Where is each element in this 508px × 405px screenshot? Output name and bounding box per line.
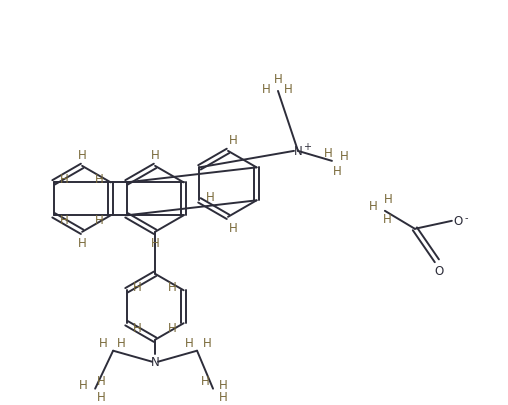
Text: H: H [324,147,332,160]
Text: H: H [384,193,392,206]
Text: H: H [229,134,237,147]
Text: H: H [218,390,228,403]
Text: H: H [368,200,377,213]
Text: H: H [339,150,348,163]
Text: O: O [453,215,462,228]
Text: H: H [218,378,228,391]
Text: H: H [133,321,142,334]
Text: H: H [96,213,104,226]
Text: H: H [60,173,69,185]
Text: N: N [151,355,160,368]
Text: H: H [60,213,69,226]
Text: H: H [117,337,125,350]
Text: H: H [97,374,106,387]
Text: H: H [229,222,237,235]
Text: H: H [383,213,391,226]
Text: H: H [96,173,104,185]
Text: N: N [294,145,302,158]
Text: H: H [133,280,142,293]
Text: H: H [168,321,177,334]
Text: H: H [78,149,86,162]
Text: H: H [151,237,160,249]
Text: H: H [283,83,292,96]
Text: H: H [185,337,194,350]
Text: H: H [78,237,86,249]
Text: H: H [99,337,108,350]
Text: H: H [206,190,215,203]
Text: O: O [434,264,443,277]
Text: H: H [203,337,211,350]
Text: +: + [303,141,311,151]
Text: H: H [168,280,177,293]
Text: H: H [97,390,106,403]
Text: H: H [333,165,341,178]
Text: H: H [79,378,87,391]
Text: H: H [274,73,282,86]
Text: H: H [151,149,160,162]
Text: -: - [464,212,467,222]
Text: H: H [201,374,209,387]
Text: H: H [262,83,270,96]
